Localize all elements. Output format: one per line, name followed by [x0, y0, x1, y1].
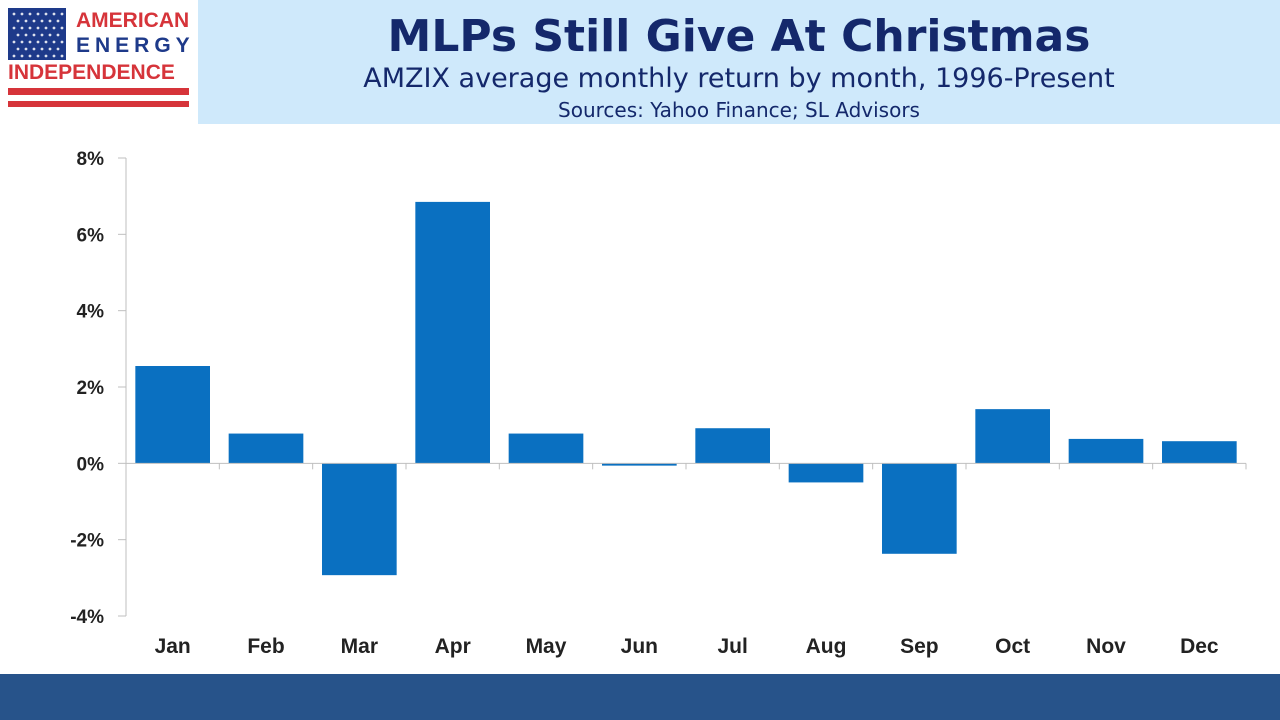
bar-jul	[695, 428, 770, 464]
x-tick-label: Feb	[247, 635, 284, 658]
x-tick-label: Jul	[717, 635, 747, 658]
bar-feb	[228, 433, 304, 464]
page-title: MLPs Still Give At Christmas	[387, 11, 1091, 62]
y-axis: -4% -2% 0% 2% 4% 6% 8%	[70, 149, 126, 628]
bar-dec	[1162, 441, 1237, 464]
bar-apr	[415, 201, 490, 464]
y-tick-label: 0%	[77, 454, 105, 475]
bar-jun	[602, 463, 677, 466]
x-tick-label: Dec	[1180, 635, 1219, 658]
y-tick-label: 2%	[77, 378, 105, 399]
bar-sep	[882, 463, 957, 554]
source-note: Sources: Yahoo Finance; SL Advisors	[558, 98, 920, 122]
logo-line-independence: INDEPENDENCE	[8, 61, 175, 84]
y-tick-label: -2%	[70, 531, 104, 552]
bar-nov	[1068, 438, 1144, 464]
x-axis-labels: Jan Feb Mar Apr May Jun Jul Aug Sep Oct Nov Dec	[155, 463, 1247, 658]
logo: AMERICAN ENERGY INDEPENDENCE	[0, 0, 198, 124]
x-tick-label: Jun	[621, 635, 658, 658]
x-tick-label: May	[526, 635, 567, 658]
flag-logo-icon: AMERICAN ENERGY INDEPENDENCE	[8, 8, 195, 107]
header-banner: MLPs Still Give At Christmas AMZIX avera…	[198, 0, 1280, 124]
footer-band	[0, 674, 1280, 720]
bar-oct	[975, 409, 1050, 464]
y-tick-label: 8%	[77, 149, 105, 170]
x-tick-label: Aug	[806, 635, 847, 658]
bar-may	[508, 433, 584, 464]
x-tick-label: Oct	[995, 635, 1030, 658]
x-tick-label: Jan	[155, 635, 191, 658]
bar-aug	[788, 463, 864, 483]
logo-line-energy: ENERGY	[76, 34, 195, 57]
bars	[135, 201, 1237, 576]
chart-subtitle: AMZIX average monthly return by month, 1…	[363, 63, 1115, 94]
logo-line-american: AMERICAN	[76, 9, 189, 32]
axis-lines	[125, 158, 1246, 616]
y-tick-label: 4%	[77, 302, 105, 323]
bar-mar	[322, 463, 397, 576]
y-tick-label: -4%	[70, 607, 104, 628]
x-tick-label: Mar	[341, 635, 378, 658]
x-tick-label: Nov	[1086, 635, 1126, 658]
bar-chart: -4% -2% 0% 2% 4% 6% 8% Jan Feb Mar Apr May Jun Jul Au…	[70, 149, 1247, 658]
y-tick-label: 6%	[77, 225, 105, 246]
x-tick-label: Apr	[435, 635, 471, 658]
bar-jan	[135, 366, 210, 464]
x-tick-label: Sep	[900, 635, 939, 658]
